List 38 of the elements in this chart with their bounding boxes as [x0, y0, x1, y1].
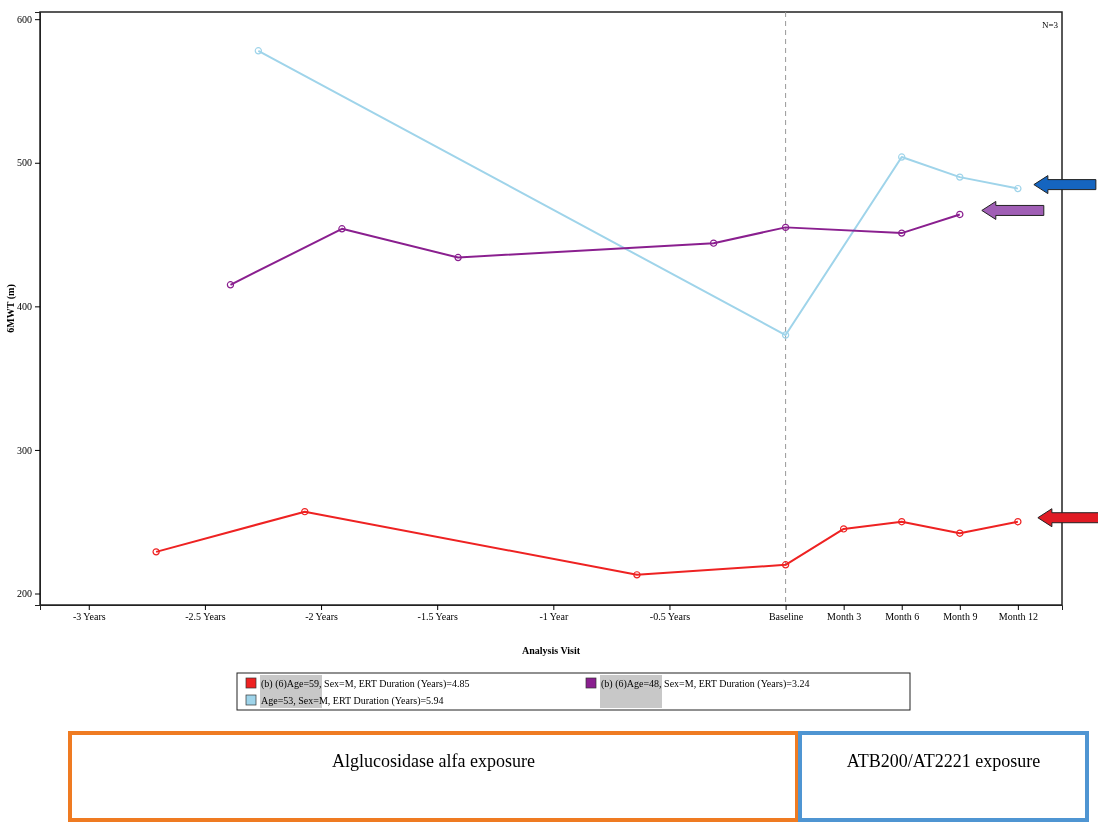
- x-tick-label: Baseline: [768, 611, 804, 623]
- legend-label: Age=53, Sex=M, ERT Duration (Years)=5.94: [261, 695, 444, 707]
- point: [956, 529, 964, 537]
- y-tick-label: 400: [17, 301, 32, 313]
- point: [454, 253, 462, 262]
- x-tick-label: -1.5 Years: [417, 611, 458, 623]
- point: [898, 518, 906, 526]
- x-tick-label: -0.5 Years: [649, 611, 691, 623]
- point: [956, 173, 964, 181]
- text: ATB200/AT2221 exposure: [846, 751, 1041, 771]
- x-tick-label: -2 Years: [305, 611, 339, 623]
- y-tick-label: 500: [17, 157, 32, 169]
- point: [839, 525, 848, 533]
- legend-label: (b) (6)Age=59, Sex=M, ERT Duration (Years)=4.85: [261, 678, 470, 690]
- x-tick-label: -1 Year: [539, 611, 569, 623]
- y-tick-label: 200: [17, 588, 32, 600]
- x-tick-label: Month 3: [827, 611, 862, 623]
- point: [781, 331, 790, 339]
- legend-label: (b) (6)Age=48, Sex=M, ERT Duration (Years)=3.24: [601, 678, 810, 690]
- annotation: N=3: [1041, 20, 1059, 30]
- x-tick-label: Month 6: [885, 611, 920, 623]
- text: Alglucosidase alfa exposure: [332, 751, 535, 771]
- point: [338, 225, 346, 233]
- point: [301, 507, 309, 516]
- point: [709, 239, 718, 247]
- point: [898, 229, 906, 237]
- point: [898, 153, 906, 161]
- x-tick-label: Month 12: [998, 611, 1038, 623]
- point: [633, 571, 641, 579]
- y-tick-label: 600: [17, 13, 32, 25]
- x-axis-title: Analysis Visit: [521, 645, 581, 656]
- point: [781, 561, 790, 569]
- x-tick-label: -3 Years: [72, 611, 106, 623]
- x-tick-label: Month 9: [943, 611, 978, 623]
- y-tick-label: 300: [17, 444, 32, 456]
- point: [781, 223, 790, 232]
- x-tick-label: -2.5 Years: [185, 611, 226, 623]
- y-axis-title: 6MWT (m): [5, 284, 17, 333]
